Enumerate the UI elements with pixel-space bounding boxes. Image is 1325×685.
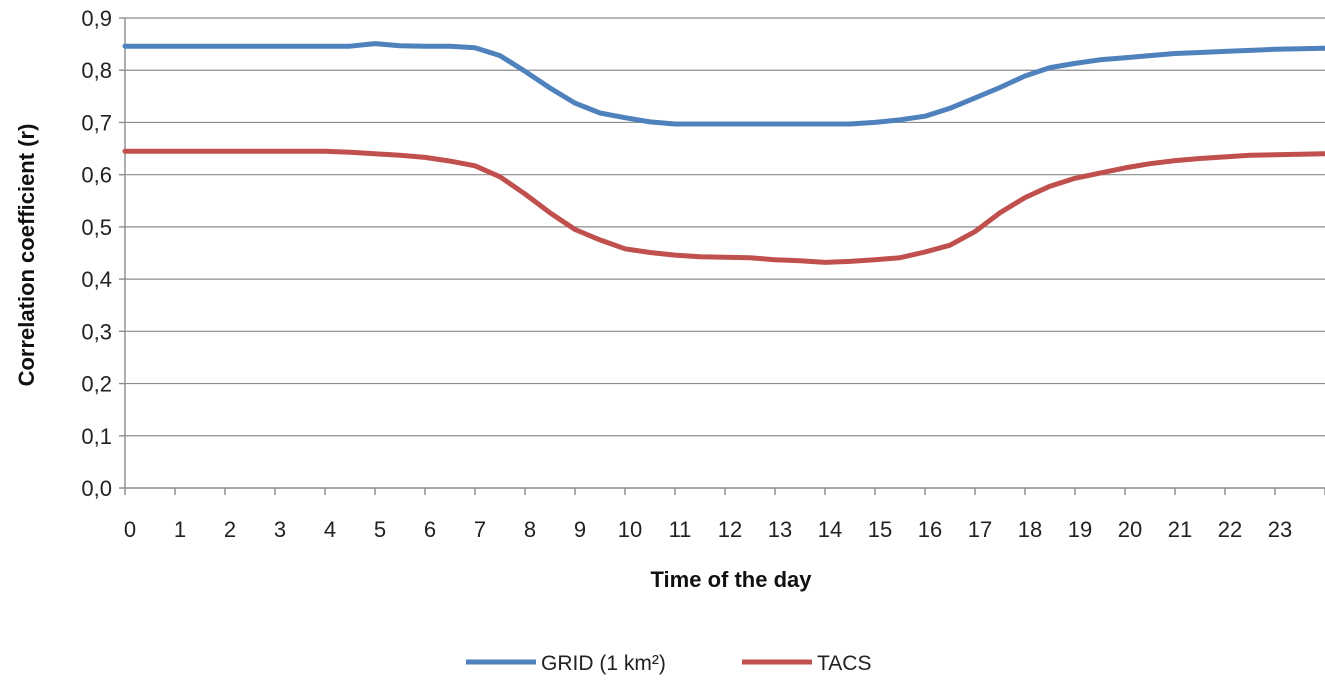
y-tick-label: 0,2 [81,372,112,397]
y-tick-label: 0,4 [81,267,112,292]
x-tick-label: 6 [424,517,436,542]
y-tick-label: 0,0 [81,476,112,501]
x-tick-label: 15 [868,517,892,542]
x-tick-label: 4 [324,517,336,542]
x-tick-label: 17 [968,517,992,542]
x-tick-label: 23 [1268,517,1292,542]
legend: GRID (1 km²) TACS [466,652,871,675]
x-tick-label: 18 [1018,517,1042,542]
grid-lines [125,17,1325,437]
x-tick-label: 8 [524,517,536,542]
x-tick-label: 10 [618,517,642,542]
x-tick-label: 2 [224,517,236,542]
y-axis-title: Correlation coefficient (r) [14,124,39,387]
x-tick-label: 13 [768,517,792,542]
legend-label: GRID (1 km²) [541,652,666,675]
y-tick-label: 0,6 [81,163,112,188]
legend-label: TACS [817,652,871,675]
x-tick-label: 1 [174,517,186,542]
x-tick-label: 0 [124,517,136,542]
x-tick-label: 3 [274,517,286,542]
x-tick-label: 5 [374,517,386,542]
x-tick-label: 9 [574,517,586,542]
x-tick-label: 20 [1118,517,1142,542]
x-tick-label: 22 [1218,517,1242,542]
y-tick-label: 0,3 [81,319,112,344]
y-tick-label: 0,8 [81,58,112,83]
y-tick-label: 0,1 [81,424,112,449]
x-tick-label: 16 [918,517,942,542]
x-tick-label: 14 [818,517,842,542]
series-lines [122,41,1325,265]
x-tick-label: 19 [1068,517,1092,542]
series-line-grid [122,41,1325,127]
y-tick-label: 0,5 [81,215,112,240]
x-tick-label: 21 [1168,517,1192,542]
x-tick-label: 12 [718,517,742,542]
x-axis-title: Time of the day [651,567,813,592]
series-line-tacs [122,148,1325,265]
y-tick-label: 0,9 [81,6,112,31]
tick-labels: 0,00,10,20,30,40,50,60,70,80,90 1 2 3 4 5 6 7 8 9… [81,6,1292,542]
x-tick-label: 11 [669,517,692,542]
x-tick-label: 7 [474,517,486,542]
y-tick-label: 0,7 [81,110,112,135]
axes [119,17,1325,495]
